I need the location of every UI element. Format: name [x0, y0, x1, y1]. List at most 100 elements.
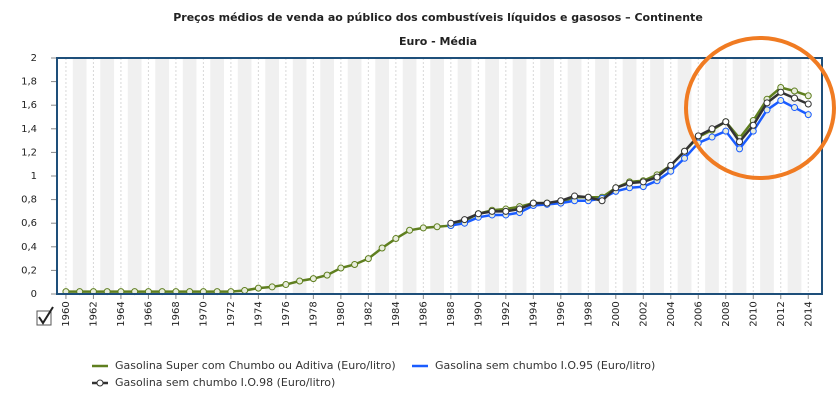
data-point: [488, 207, 496, 215]
y-tick-label: 1,8: [21, 77, 37, 88]
data-point: [763, 99, 771, 107]
band: [237, 58, 252, 294]
y-tick-label: 0,6: [21, 218, 37, 229]
x-tick-label: 1976: [281, 301, 292, 326]
y-tick-label: 0,4: [21, 242, 37, 253]
data-point: [351, 261, 359, 268]
data-point: [309, 275, 317, 283]
legend-label: Gasolina sem chumbo I.O.95 (Euro/litro): [435, 359, 655, 372]
data-point: [667, 161, 675, 169]
data-point: [516, 205, 524, 213]
band: [210, 58, 225, 294]
data-point: [749, 121, 757, 129]
x-tick-label: 1974: [253, 301, 264, 326]
band: [567, 58, 582, 294]
data-point: [474, 210, 482, 218]
band: [155, 58, 170, 294]
band: [430, 58, 444, 294]
data-point: [667, 167, 675, 175]
data-point: [447, 219, 455, 227]
data-point: [254, 284, 262, 292]
data-point: [268, 283, 276, 291]
data-point: [736, 138, 744, 146]
data-point: [241, 286, 249, 294]
data-point: [392, 235, 400, 243]
legend-marker: [96, 379, 104, 387]
x-tick-label: 1992: [501, 301, 512, 326]
data-point: [323, 271, 331, 279]
band: [787, 58, 802, 294]
data-point: [584, 193, 592, 201]
data-point: [708, 125, 716, 133]
x-tick-label: 1996: [556, 301, 567, 326]
data-point: [433, 223, 441, 231]
band: [540, 58, 554, 294]
data-point: [571, 192, 579, 200]
chart-subtitle: Euro - Média: [399, 35, 477, 48]
band: [512, 58, 527, 294]
data-point: [419, 224, 427, 232]
band: [485, 58, 499, 294]
y-tick-label: 0,8: [21, 195, 37, 206]
data-point: [708, 133, 716, 141]
data-point: [406, 226, 414, 234]
data-point: [557, 197, 565, 205]
chart-title: Preços médios de venda ao público dos co…: [173, 11, 703, 24]
plot-frame: [56, 57, 823, 295]
legend-label: Gasolina Super com Chumbo ou Aditiva (Eu…: [115, 359, 396, 372]
data-point: [804, 92, 812, 100]
x-tick-label: 2008: [721, 301, 732, 326]
x-tick-label: 2002: [638, 301, 649, 326]
data-point: [626, 179, 634, 187]
x-tick-label: 2006: [693, 301, 704, 326]
x-tick-label: 1994: [528, 301, 539, 326]
x-tick-label: 1982: [363, 301, 374, 326]
x-tick-label: 1986: [418, 301, 429, 326]
data-point: [694, 132, 702, 140]
data-point: [736, 145, 744, 153]
x-tick-label: 1980: [336, 301, 347, 326]
x-tick-label: 1964: [116, 301, 127, 326]
x-tick-label: 1968: [171, 301, 182, 326]
data-point: [282, 281, 290, 289]
x-tick-label: 2012: [776, 301, 787, 326]
y-tick-label: 0: [31, 289, 37, 300]
data-point: [296, 277, 304, 285]
data-point: [639, 178, 647, 186]
x-tick-label: 2014: [803, 301, 814, 326]
data-point: [804, 100, 812, 108]
legend: Gasolina Super com Chumbo ou Aditiva (Eu…: [92, 359, 655, 389]
band: [182, 58, 197, 294]
x-tick-label: 2000: [611, 301, 622, 326]
band: [292, 58, 307, 294]
y-tick-label: 1,2: [21, 147, 37, 158]
data-point: [681, 154, 689, 162]
band: [622, 58, 637, 294]
x-tick-label: 1970: [198, 301, 209, 326]
y-tick-label: 1,6: [21, 100, 37, 111]
x-tick-label: 1966: [143, 301, 154, 326]
data-point: [502, 207, 510, 215]
band: [457, 58, 472, 294]
data-point: [364, 255, 372, 263]
x-tick-label: 1998: [583, 301, 594, 326]
data-point: [612, 184, 620, 192]
data-point: [598, 197, 606, 205]
band: [100, 58, 115, 294]
data-point: [791, 94, 799, 102]
data-point: [791, 104, 799, 112]
data-point: [543, 199, 551, 207]
checkbox[interactable]: [36, 306, 54, 326]
grid: 0 0,2 0,4 0,6 0,8 1 1,2 1,4 1,6 1,8 2 1960 1962 1964 1…: [21, 53, 814, 327]
plot-background: [57, 58, 822, 294]
y-tick-label: 0,2: [21, 265, 37, 276]
data-point: [777, 96, 785, 104]
data-point: [337, 264, 345, 272]
x-tick-label: 1988: [446, 301, 457, 326]
checkbox-check: [38, 306, 54, 325]
band: [347, 58, 362, 294]
data-point: [777, 88, 785, 96]
x-tick-label: 1990: [473, 301, 484, 326]
data-point: [722, 118, 730, 126]
